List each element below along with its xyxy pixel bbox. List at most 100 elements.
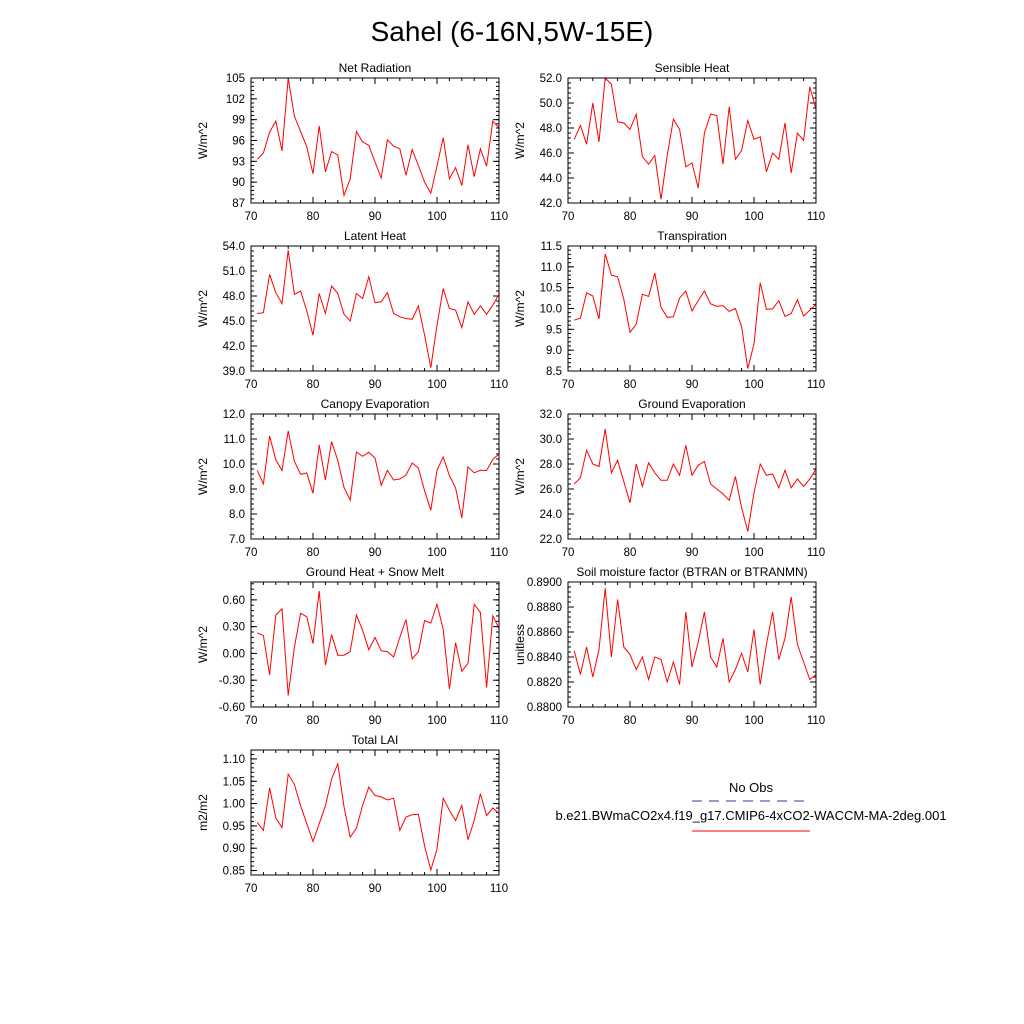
y-tick-label: -0.60 (219, 702, 245, 714)
y-tick-label: 26.0 (540, 484, 562, 496)
y-tick-label: 90 (232, 177, 245, 189)
x-tick-label: 90 (369, 379, 382, 391)
x-tick-label: 70 (245, 547, 258, 559)
x-tick-label: 70 (245, 715, 258, 727)
y-tick-label: 7.0 (229, 534, 245, 546)
x-tick-label: 110 (490, 715, 508, 727)
y-tick-label: 1.05 (223, 776, 245, 788)
x-tick-label: 100 (427, 379, 446, 391)
x-tick-label: 80 (624, 547, 637, 559)
legend-label-obs: No Obs (729, 780, 774, 795)
plot-frame (250, 749, 500, 876)
panel-title: Ground Evaporation (638, 397, 745, 411)
panel-7: Soil moisture factor (BTRAN or BTRANMN) 7… (513, 565, 825, 727)
series-line (256, 430, 500, 519)
panels: Net Radiation 70 80 90 100 110 87 90 93 96 99 102 10… (196, 61, 825, 895)
y-tick-label: 11.0 (540, 262, 562, 274)
panel-8: Total LAI 70 80 90 100 110 0.85 0.90 0.95 1.00 1.0… (196, 733, 508, 895)
y-tick-label: 0.8880 (527, 602, 562, 614)
series-line (256, 77, 500, 198)
y-tick-label: 44.0 (540, 173, 562, 185)
y-tick-label: 0.85 (223, 866, 245, 878)
y-axis-label: W/m^2 (196, 626, 210, 663)
y-tick-label: 10.5 (540, 283, 562, 295)
plot-frame (567, 77, 817, 204)
x-tick-label: 80 (307, 883, 320, 895)
panel-title: Latent Heat (344, 229, 407, 243)
y-axis-label: W/m^2 (513, 122, 527, 159)
x-tick-label: 70 (245, 379, 258, 391)
series-line (573, 588, 817, 685)
x-tick-label: 80 (307, 211, 320, 223)
y-tick-label: -0.30 (219, 675, 245, 687)
x-tick-label: 110 (807, 547, 825, 559)
x-tick-label: 100 (427, 211, 446, 223)
series-line (257, 250, 500, 368)
y-tick-label: 0.8800 (527, 702, 562, 714)
plot-frame (250, 581, 500, 708)
x-tick-label: 70 (562, 547, 575, 559)
x-tick-label: 70 (245, 883, 258, 895)
panel-title: Soil moisture factor (BTRAN or BTRANMN) (576, 565, 807, 579)
y-axis-label: W/m^2 (196, 290, 210, 327)
y-tick-label: 50.0 (540, 98, 562, 110)
x-tick-label: 90 (686, 211, 699, 223)
x-tick-label: 100 (427, 883, 446, 895)
plot-frame (250, 245, 500, 372)
plot-frame (567, 413, 817, 540)
y-axis-label: W/m^2 (513, 458, 527, 495)
x-tick-label: 100 (744, 547, 763, 559)
x-tick-label: 110 (490, 883, 508, 895)
legend-label-model: b.e21.BWmaCO2x4.f19_g17.CMIP6-4xCO2-WACC… (555, 808, 946, 823)
series-line (573, 428, 817, 532)
x-tick-label: 90 (369, 211, 382, 223)
y-tick-label: 45.0 (223, 316, 245, 328)
y-tick-label: 87 (232, 198, 245, 210)
y-tick-label: 1.10 (223, 754, 245, 766)
y-tick-label: 0.8860 (527, 627, 562, 639)
y-tick-label: 0.60 (223, 595, 245, 607)
panel-title: Sensible Heat (655, 61, 730, 75)
panel-4: Canopy Evaporation 70 80 90 100 110 7.0 8.0 9.0 1… (196, 397, 508, 559)
y-tick-label: 11.5 (540, 241, 562, 253)
x-tick-label: 70 (562, 379, 575, 391)
y-tick-label: 10.0 (540, 304, 562, 316)
x-tick-label: 90 (369, 883, 382, 895)
x-tick-label: 70 (245, 211, 258, 223)
panel-0: Net Radiation 70 80 90 100 110 87 90 93 96 99 102 10… (196, 61, 508, 223)
y-tick-label: 10.0 (223, 459, 245, 471)
x-tick-label: 110 (807, 379, 825, 391)
x-tick-label: 90 (686, 379, 699, 391)
plot-frame (567, 245, 817, 372)
plot-frame (567, 581, 817, 708)
y-tick-label: 30.0 (540, 434, 562, 446)
x-tick-label: 90 (369, 715, 382, 727)
panel-title: Transpiration (657, 229, 727, 243)
x-tick-label: 100 (744, 715, 763, 727)
series-line (573, 76, 817, 200)
y-tick-label: 9.0 (546, 345, 562, 357)
y-tick-label: 39.0 (223, 366, 245, 378)
x-tick-label: 100 (427, 715, 446, 727)
y-axis-label: m2/m2 (196, 794, 210, 831)
y-tick-label: 11.0 (223, 434, 245, 446)
y-tick-label: 46.0 (540, 148, 562, 160)
x-tick-label: 70 (562, 715, 575, 727)
x-tick-label: 90 (686, 547, 699, 559)
y-axis-label: W/m^2 (513, 290, 527, 327)
y-tick-label: 12.0 (223, 409, 245, 421)
x-tick-label: 110 (490, 379, 508, 391)
y-tick-label: 8.5 (546, 366, 562, 378)
y-tick-label: 42.0 (540, 198, 562, 210)
y-axis-label: unitless (513, 624, 527, 665)
x-tick-label: 80 (307, 547, 320, 559)
y-tick-label: 9.0 (229, 484, 245, 496)
panel-6: Ground Heat + Snow Melt 70 80 90 100 110 -0.60… (196, 565, 508, 727)
y-axis-label: W/m^2 (196, 122, 210, 159)
y-tick-label: 32.0 (540, 409, 562, 421)
x-tick-label: 110 (490, 547, 508, 559)
x-tick-label: 100 (744, 379, 763, 391)
x-tick-label: 110 (490, 211, 508, 223)
